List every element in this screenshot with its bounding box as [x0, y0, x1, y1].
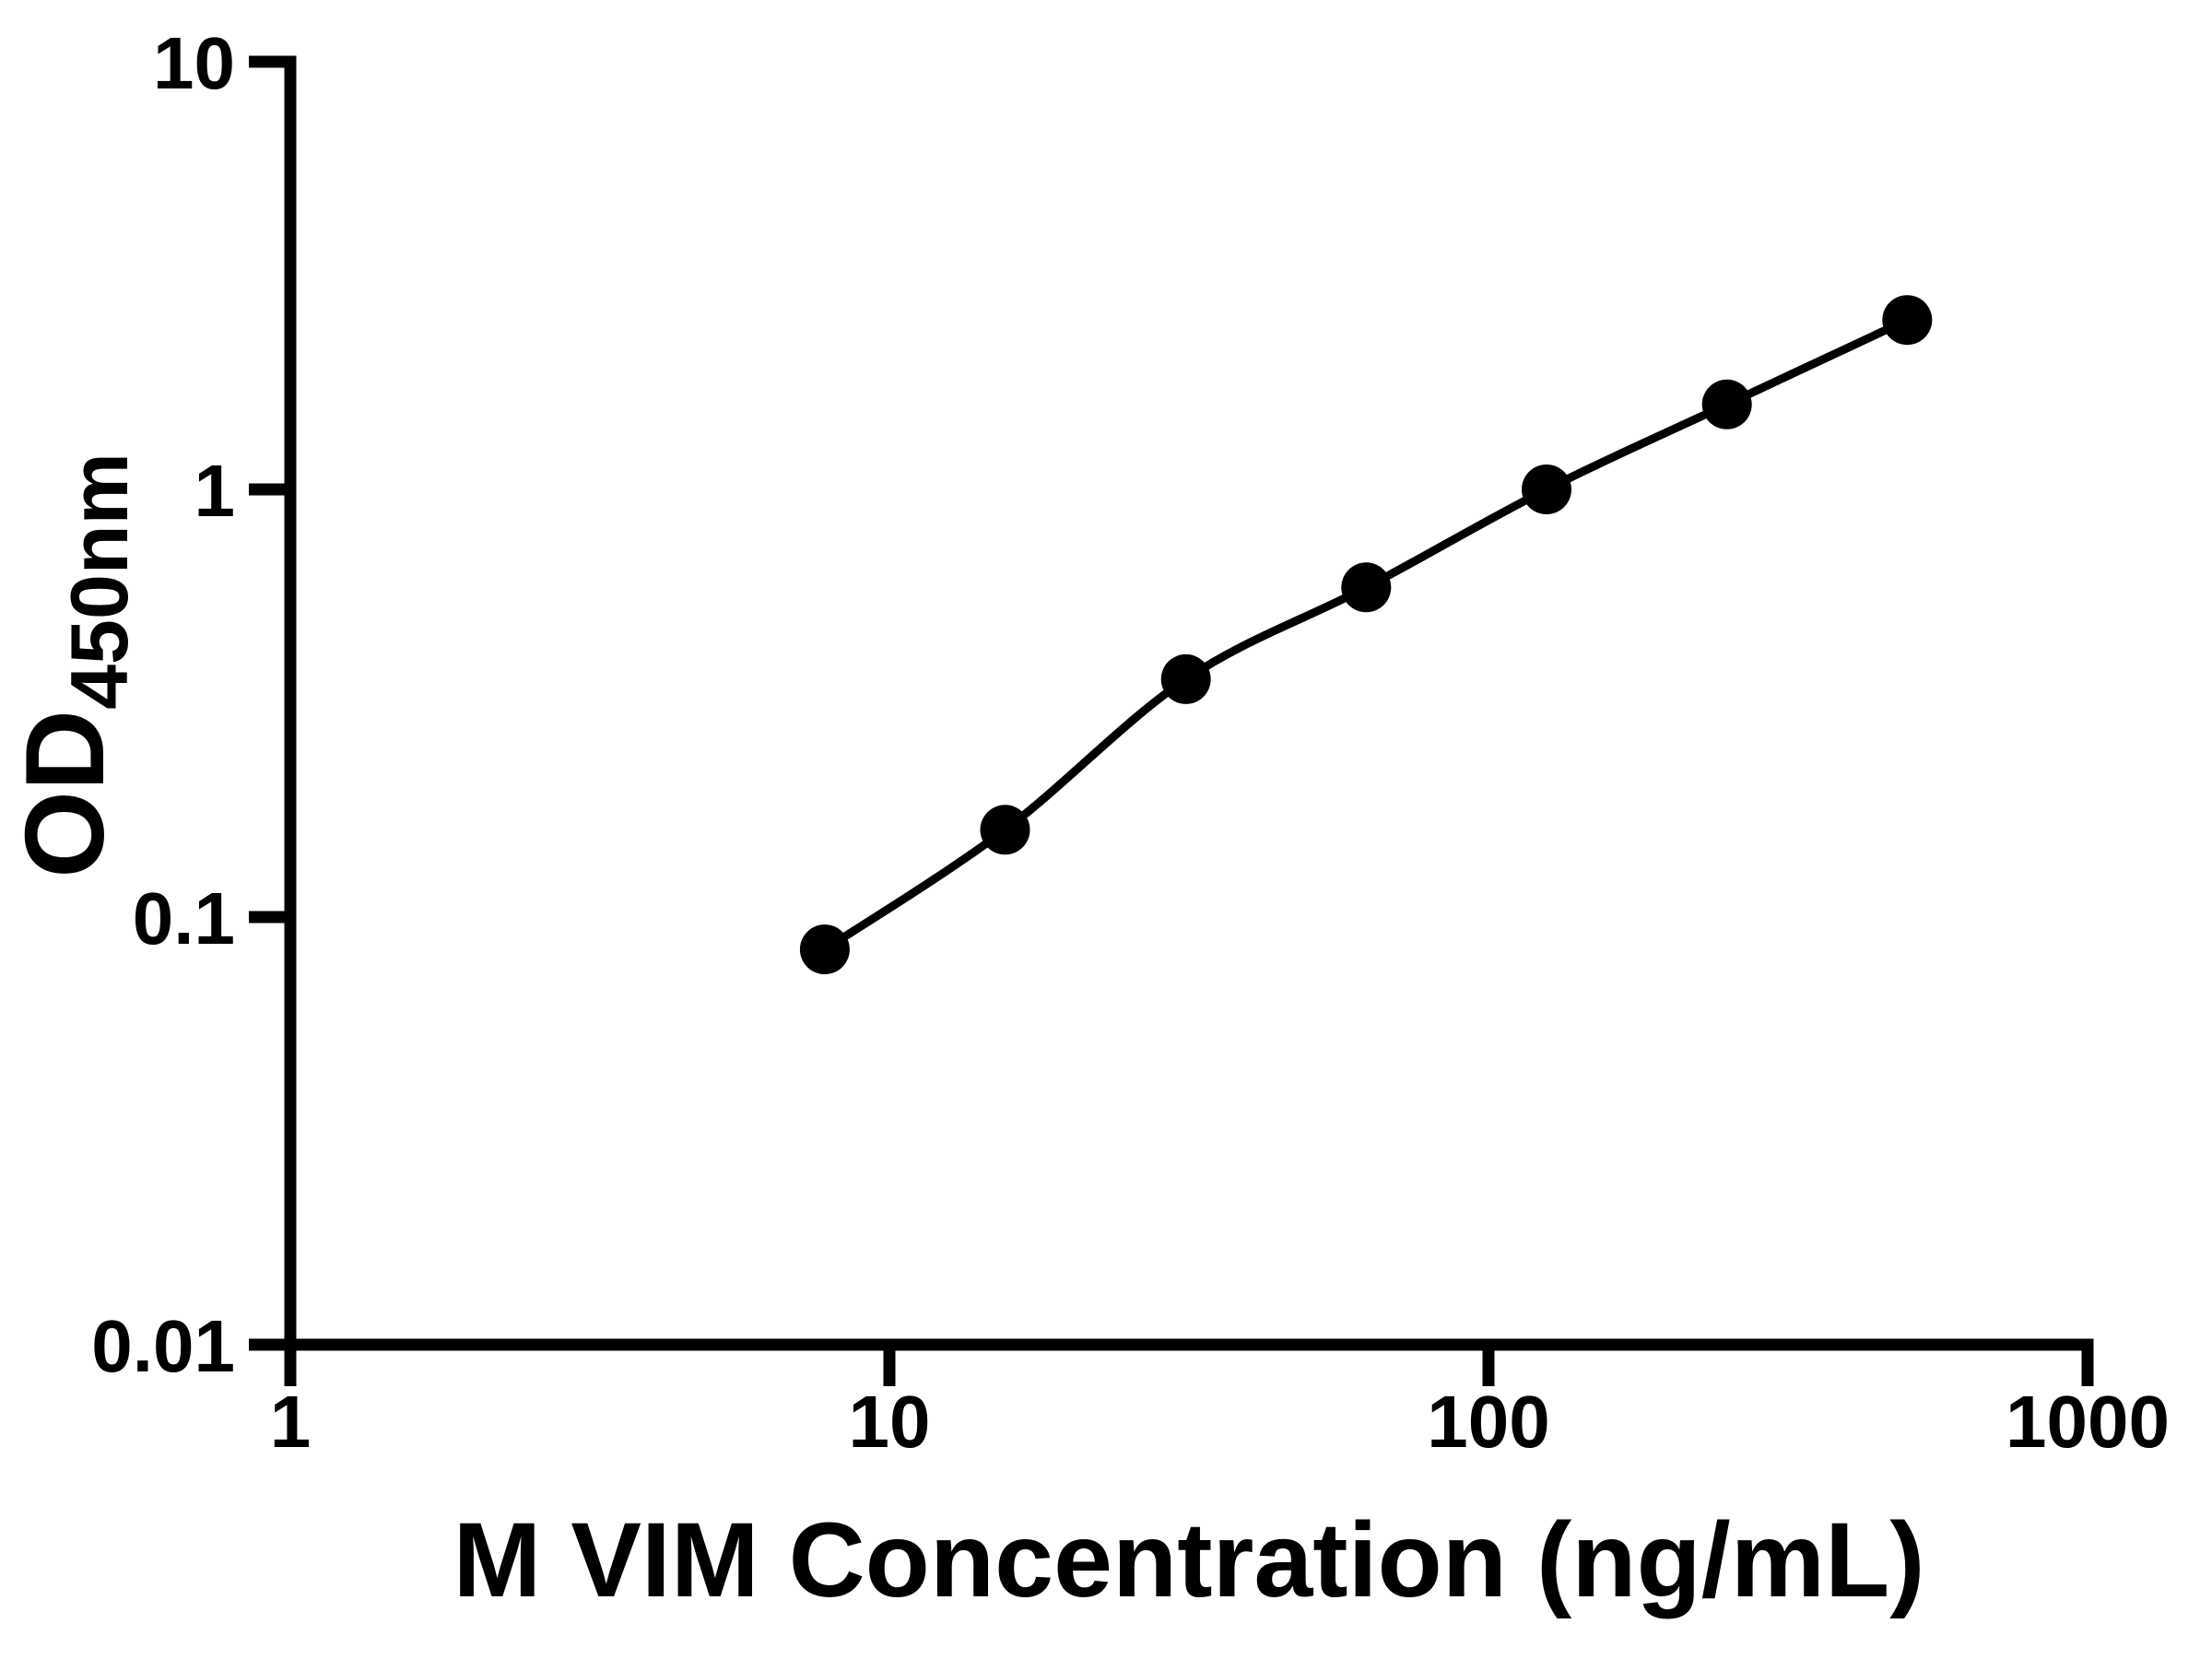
data-point — [1701, 379, 1752, 429]
data-point — [1522, 465, 1571, 514]
data-series — [799, 295, 1933, 975]
x-tick-label: 10 — [849, 1381, 931, 1463]
data-point — [980, 805, 1030, 855]
data-point — [1160, 653, 1211, 704]
x-tick-label: 1 — [270, 1381, 312, 1463]
y-tick-label: 1 — [194, 450, 236, 532]
y-axis-title-main: OD — [2, 710, 127, 878]
data-point — [1341, 562, 1392, 613]
axis-ticks — [249, 55, 2094, 1386]
x-axis-title: M VIM Concentration (ng/mL) — [453, 1501, 1924, 1619]
axes — [284, 55, 2094, 1351]
data-point — [1882, 295, 1933, 346]
tick-labels: 1 10 100 1000 0.01 0.1 1 10 — [91, 22, 2170, 1463]
y-tick-label: 0.1 — [133, 877, 235, 959]
y-axis-title: OD450nm — [2, 453, 145, 878]
y-tick-label: 0.01 — [91, 1305, 235, 1387]
x-tick-label: 100 — [1427, 1381, 1549, 1463]
y-tick-label: 10 — [153, 22, 235, 104]
x-tick-label: 1000 — [2006, 1381, 2170, 1463]
data-point — [799, 924, 850, 975]
y-axis-title-sub: 450nm — [53, 453, 145, 710]
